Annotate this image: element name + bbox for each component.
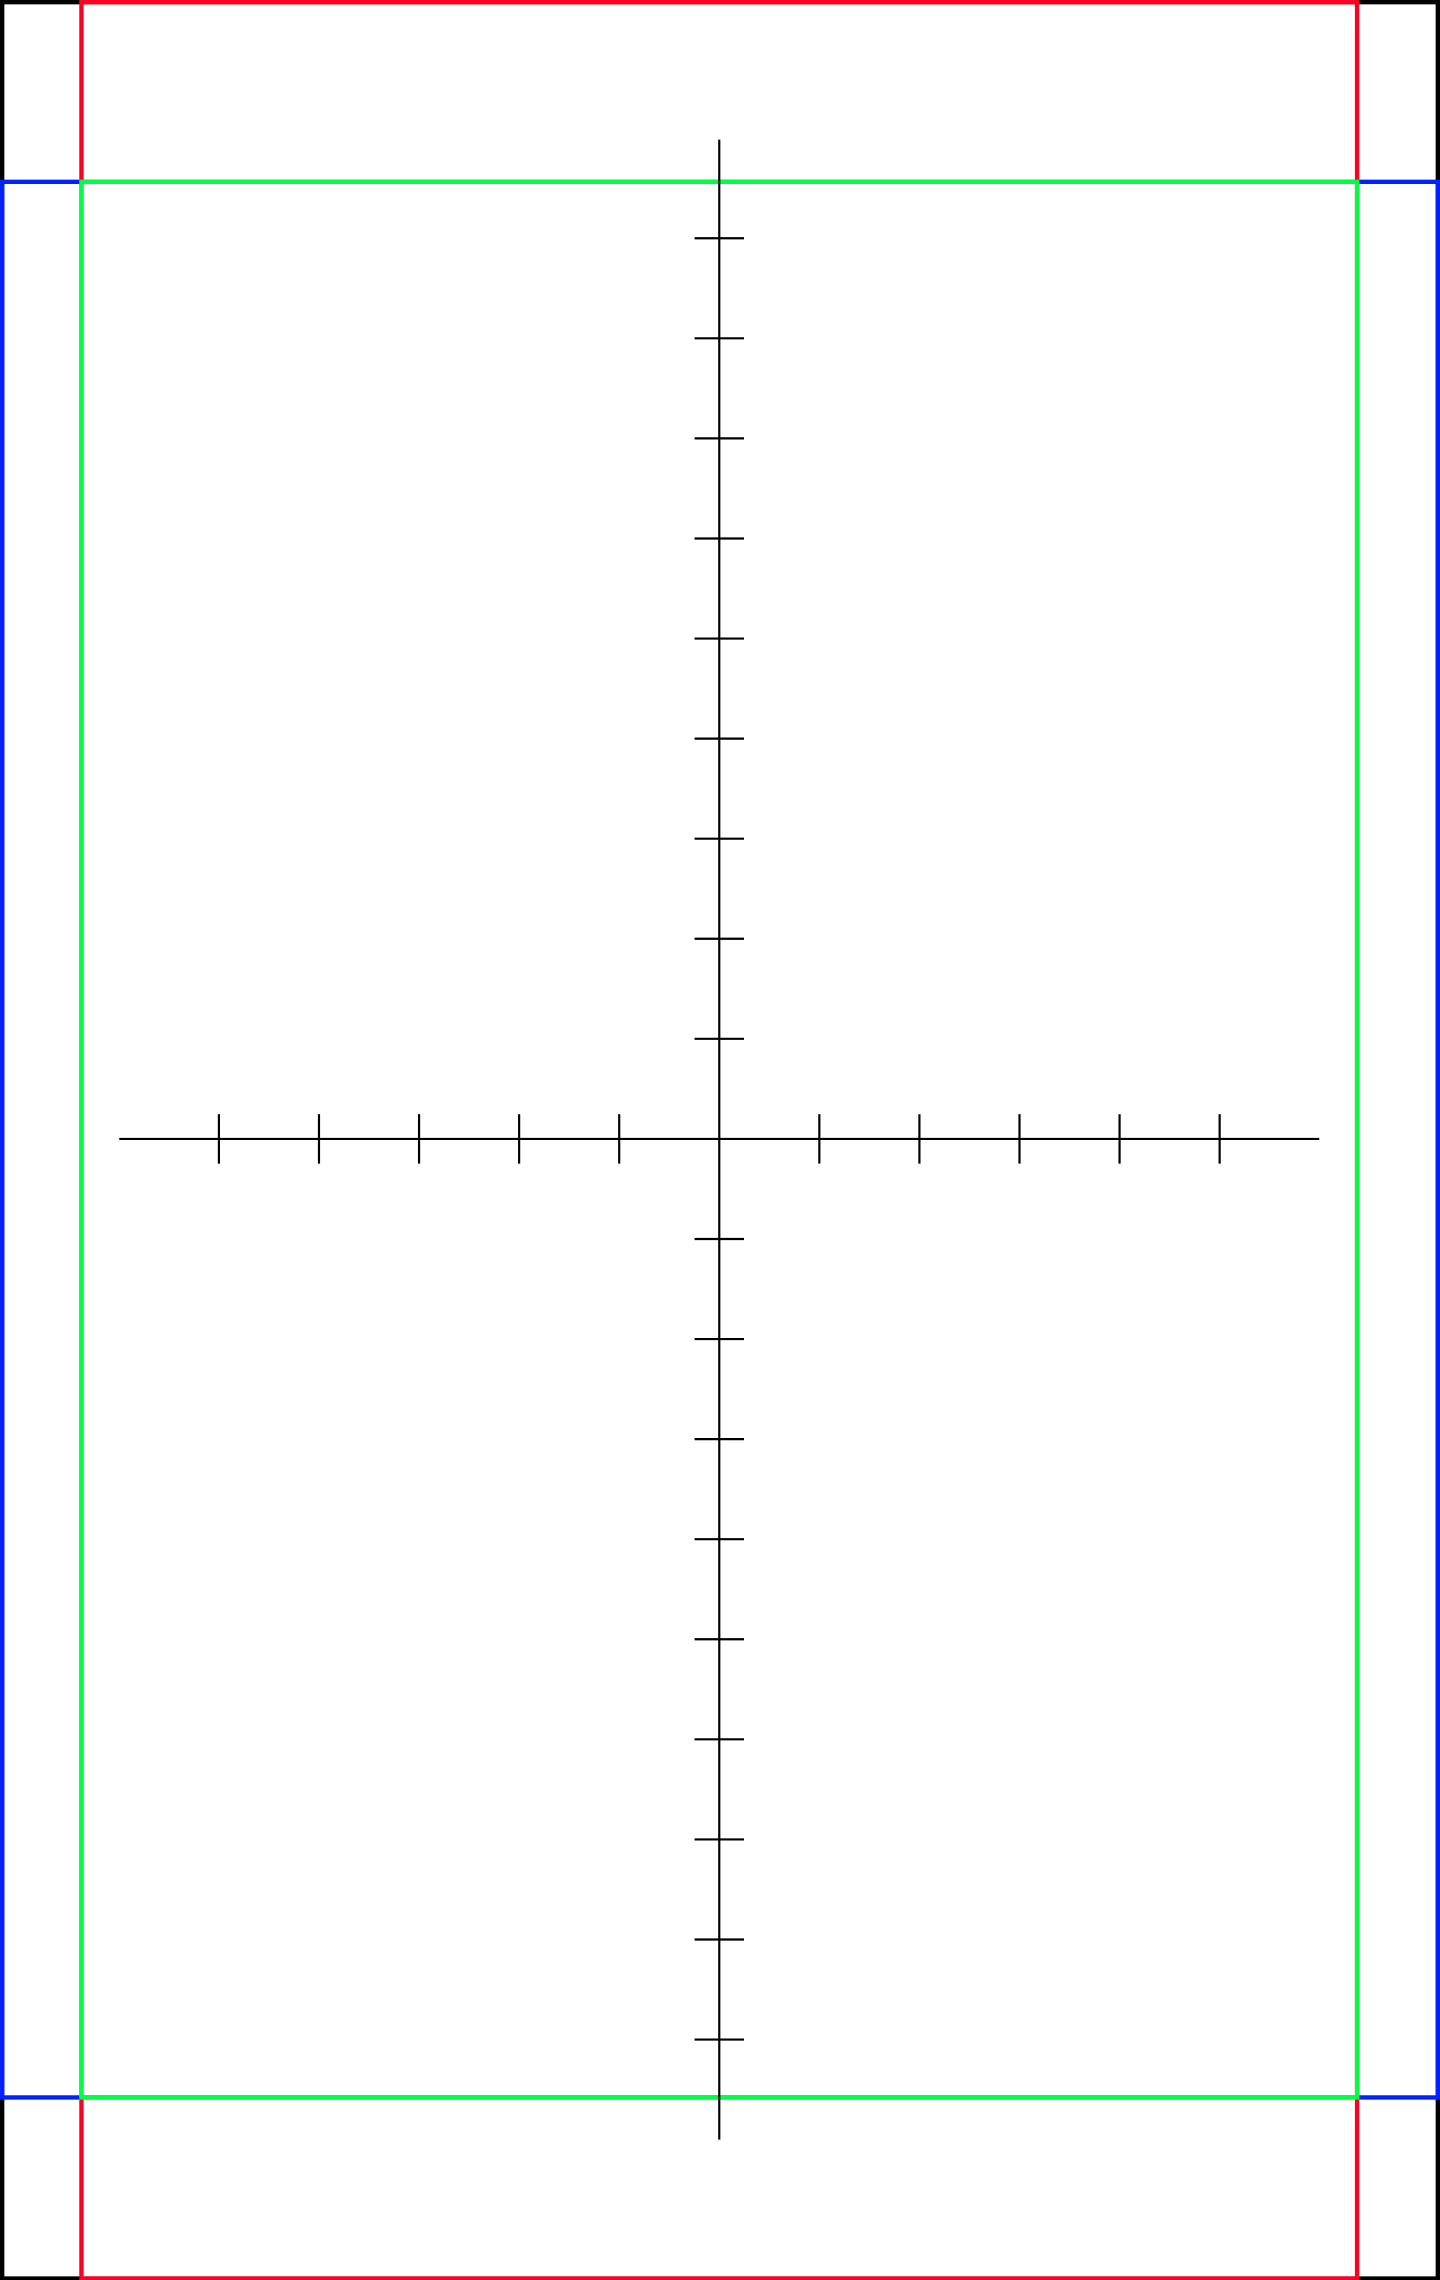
axes-layer <box>119 139 1320 2140</box>
